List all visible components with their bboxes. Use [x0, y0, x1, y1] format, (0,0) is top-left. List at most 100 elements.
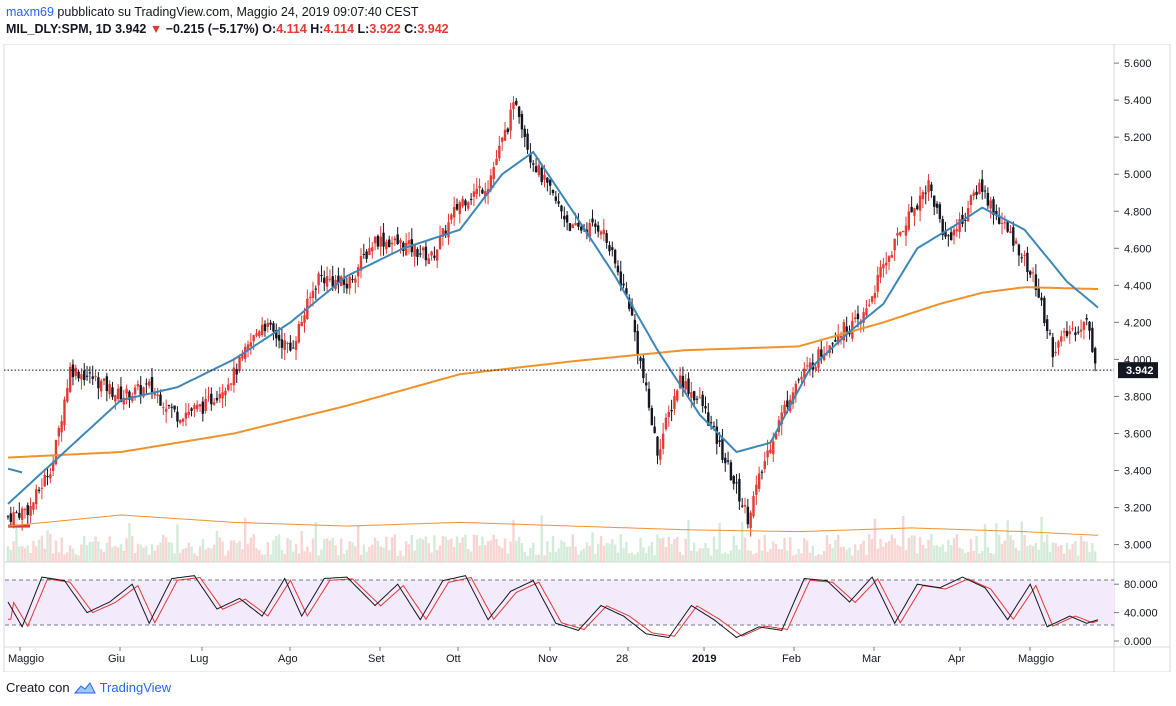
volume-bar: [88, 542, 92, 562]
candle-body: [580, 226, 583, 231]
volume-bar: [1062, 553, 1066, 562]
candle-body: [625, 288, 628, 295]
candle-body: [839, 335, 843, 338]
candle-body: [1026, 252, 1029, 273]
volume-bar: [12, 541, 15, 562]
candle-body: [862, 312, 865, 323]
candle-body: [856, 313, 860, 320]
volume-bar: [122, 550, 125, 562]
volume-bar: [20, 546, 24, 562]
candle-body: [546, 177, 549, 183]
ma-slow-line: [7, 286, 1098, 459]
candle-body: [317, 273, 320, 286]
candle-body: [356, 267, 360, 277]
candle-body: [99, 380, 103, 392]
volume-bar: [865, 554, 868, 562]
candle-body: [413, 244, 416, 257]
volume-bar: [800, 553, 803, 562]
candle-body: [766, 450, 769, 458]
candle-body: [176, 411, 179, 422]
candle-body: [393, 238, 397, 241]
volume-bar: [221, 541, 224, 562]
candle-body: [868, 304, 871, 306]
candle-body: [941, 219, 944, 236]
volume-bar: [40, 535, 44, 562]
candle-body: [647, 388, 651, 408]
price-tick-label: 4.400: [1124, 280, 1152, 292]
volume-bar: [119, 544, 123, 562]
volume-bar: [918, 536, 922, 562]
candle-body: [63, 399, 66, 426]
volume-bar: [532, 542, 535, 562]
volume-bar: [557, 548, 560, 562]
candle-body: [1040, 297, 1043, 301]
volume-bar: [489, 540, 493, 562]
volume-bar: [619, 534, 622, 562]
time-tick-label: 2019: [692, 653, 716, 665]
volume-bar: [814, 555, 817, 562]
volume-bar: [992, 554, 995, 562]
candle-body: [128, 391, 131, 400]
volume-bar: [356, 525, 360, 562]
volume-bar: [848, 547, 851, 562]
tradingview-link[interactable]: TradingView: [99, 680, 172, 695]
volume-bar: [286, 538, 289, 562]
candle-body: [263, 323, 267, 332]
volume-bar: [131, 535, 134, 562]
volume-bar: [450, 538, 453, 562]
volume-bar: [856, 550, 860, 562]
volume-bar: [571, 534, 574, 562]
candle-body: [732, 476, 735, 484]
volume-bar: [413, 550, 416, 562]
candle-body: [18, 512, 21, 518]
candle-body: [167, 404, 171, 406]
candle-body: [461, 198, 464, 207]
candle-body: [975, 191, 978, 195]
candle-body: [642, 358, 645, 379]
candle-body: [986, 192, 990, 206]
candle-body: [989, 200, 992, 209]
volume-bar: [359, 554, 363, 562]
candle-body: [187, 411, 190, 416]
volume-bar: [1012, 540, 1015, 562]
candle-body: [969, 195, 973, 205]
volume-bar: [91, 541, 94, 562]
candle-body: [551, 189, 555, 194]
candle-body: [195, 404, 199, 410]
price-chart[interactable]: 3.0003.2003.4003.6003.8004.0004.2004.400…: [0, 43, 1176, 673]
volume-bar: [385, 536, 388, 562]
chart-frame[interactable]: 3.000 3.200 3.400 3.600 3.800 4.000 4.200 4.400…: [0, 43, 1176, 673]
candle-body: [215, 397, 219, 401]
candle-body: [780, 412, 783, 425]
candle-body: [29, 506, 32, 516]
candle-body: [837, 335, 840, 344]
candle-body: [664, 417, 668, 430]
volume-bar: [1091, 543, 1094, 562]
volume-bar: [345, 549, 349, 562]
candle-body: [77, 371, 80, 379]
candle-body: [997, 215, 1001, 224]
candle-body: [1074, 332, 1077, 336]
candle-body: [373, 236, 377, 244]
volume-bar: [873, 518, 877, 562]
candle-body: [896, 232, 899, 236]
candle-body: [1043, 297, 1046, 324]
volume-bar: [433, 535, 436, 562]
footer: Creato con TradingView: [6, 680, 171, 695]
volume-bar: [311, 538, 315, 562]
candle-body: [667, 412, 670, 418]
candle-body: [421, 247, 425, 251]
volume-bar: [97, 541, 100, 562]
candle-body: [444, 230, 447, 236]
volume-bar: [726, 553, 730, 562]
candle-body: [913, 208, 916, 216]
volume-bar: [868, 534, 871, 562]
volume-bar: [179, 552, 182, 562]
volume-bar: [404, 541, 408, 562]
tradingview-logo-icon[interactable]: [73, 681, 96, 695]
candle-body: [698, 397, 702, 399]
candle-body: [921, 192, 925, 200]
author-link[interactable]: maxm69: [6, 5, 54, 19]
volume-bar: [709, 555, 713, 562]
volume-bar: [659, 538, 662, 562]
